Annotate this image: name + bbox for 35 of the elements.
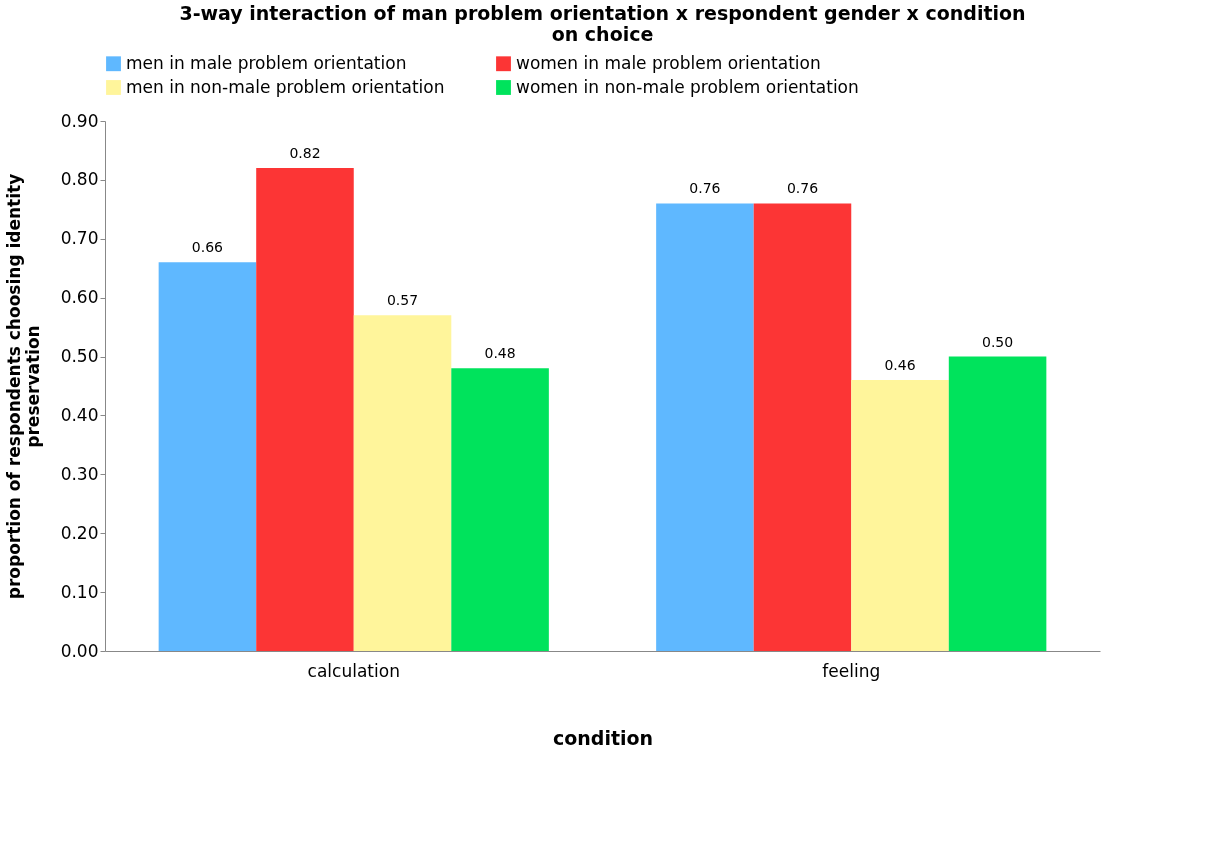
data-label: 0.50 <box>981 333 1014 350</box>
x-axis-title: condition <box>552 726 654 749</box>
bar <box>948 356 1047 651</box>
legend-label: men in non-male problem orientation <box>126 76 445 97</box>
y-tick-label: 0.00 <box>60 640 99 661</box>
y-tick-label: 0.80 <box>60 169 99 190</box>
y-tick-label: 0.10 <box>60 581 99 602</box>
y-tick-label: 0.20 <box>60 522 99 543</box>
y-tick-label: 0.40 <box>60 404 99 425</box>
y-tick-label: 0.70 <box>60 228 99 249</box>
data-label: 0.46 <box>884 357 916 374</box>
bar <box>851 380 949 651</box>
bar <box>353 315 452 651</box>
data-label: 0.48 <box>484 345 516 362</box>
bar <box>256 168 354 651</box>
y-tick-label: 0.30 <box>60 463 99 484</box>
x-tick-label: calculation <box>307 660 400 681</box>
bar <box>656 203 754 651</box>
bar <box>158 262 257 651</box>
legend-label: men in male problem orientation <box>126 52 407 73</box>
legend-label: women in male problem orientation <box>516 52 821 73</box>
chart-title: 3-way interaction of man problem orientation x respondent gender x condition on choice <box>179 2 1026 45</box>
x-tick-label: feeling <box>822 660 881 681</box>
data-label: 0.82 <box>289 145 321 162</box>
y-axis-title: proportion of respondents choosing identity preservation <box>3 173 43 600</box>
y-tick-label: 0.60 <box>60 287 99 308</box>
y-tick-label: 0.50 <box>60 346 99 367</box>
bar <box>753 203 852 651</box>
data-label: 0.57 <box>386 292 419 309</box>
y-tick-label: 0.90 <box>60 110 99 131</box>
bar <box>451 368 549 651</box>
legend-label: women in non-male problem orientation <box>516 76 859 97</box>
data-label: 0.66 <box>191 239 224 256</box>
data-label: 0.76 <box>786 180 819 197</box>
data-label: 0.76 <box>689 180 721 197</box>
